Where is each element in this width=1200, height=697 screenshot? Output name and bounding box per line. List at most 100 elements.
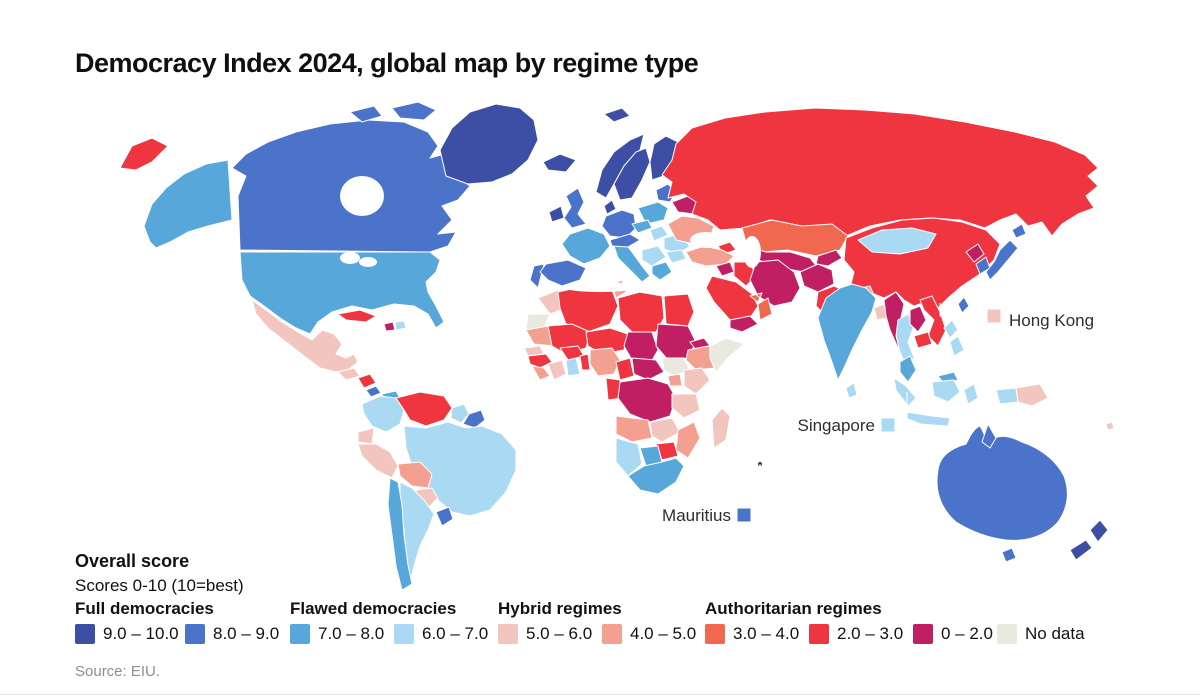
- region-south-africa: [627, 457, 685, 495]
- legend-item: 0 – 2.0: [913, 624, 1017, 644]
- region-papua-new-guinea: [1015, 383, 1049, 407]
- region-haiti: [383, 321, 396, 332]
- region-kyrgyzstan-tajikistan: [815, 249, 843, 267]
- region-norway: [595, 133, 645, 199]
- region-uk: [563, 187, 587, 229]
- region-ghana: [565, 357, 581, 377]
- region-laos: [909, 305, 927, 333]
- legend-item: 4.0 – 5.0: [602, 624, 706, 644]
- region-java: [905, 411, 951, 427]
- region-tanzania: [671, 393, 701, 419]
- legend-item: 6.0 – 7.0: [394, 624, 498, 644]
- region-saudi-arabia: [705, 275, 759, 321]
- region-uruguay: [435, 506, 454, 527]
- legend-group-hybrid-regimes: Hybrid regimes 5.0 – 6.0 4.0 – 5.0: [498, 599, 706, 644]
- region-mongolia: [857, 227, 937, 255]
- region-ivory-coast: [547, 359, 567, 381]
- region-hokkaido: [1011, 223, 1027, 239]
- legend-scale-label: Scores 0-10 (10=best): [75, 576, 244, 595]
- region-iceland: [542, 153, 577, 173]
- legend-item: 5.0 – 6.0: [498, 624, 602, 644]
- region-svalbard: [603, 107, 631, 123]
- region-germany: [601, 209, 637, 239]
- region-cameroon: [615, 357, 635, 381]
- region-egypt: [663, 293, 695, 327]
- region-austria-switzerland: [609, 233, 641, 248]
- swatch-5-6: [498, 624, 518, 644]
- region-kalimantan: [931, 379, 961, 403]
- legend-group-title-empty: [997, 599, 1101, 621]
- region-nigeria: [589, 347, 621, 377]
- region-japan: [985, 239, 1019, 281]
- legend-item: 2.0 – 3.0: [809, 624, 913, 644]
- region-costa-rica: [365, 385, 382, 398]
- region-somalia: [709, 337, 745, 373]
- region-malay-peninsula: [899, 355, 917, 383]
- region-suriname: [462, 409, 486, 429]
- swatch-7-8: [290, 624, 310, 644]
- region-kenya: [683, 367, 711, 395]
- mauritius-label: Mauritius: [662, 506, 731, 525]
- region-usa: [239, 251, 445, 335]
- region-guyana: [450, 403, 470, 424]
- legend-range-label: 4.0 – 5.0: [630, 624, 697, 643]
- legend-group-title: Hybrid regimes: [498, 599, 622, 618]
- region-benin-togo: [579, 353, 591, 371]
- region-alaska: [143, 159, 233, 249]
- region-philippines: [949, 335, 965, 357]
- legend-range-label: 9.0 – 10.0: [103, 624, 179, 643]
- singapore-label: Singapore: [797, 416, 875, 435]
- region-yemen: [729, 315, 759, 333]
- region-philippines: [943, 319, 959, 339]
- region-sri-lanka: [845, 382, 858, 399]
- region-cambodia: [913, 331, 933, 349]
- region-cuba: [337, 309, 377, 323]
- swatch-9-10: [75, 624, 95, 644]
- region-czechia: [631, 219, 653, 234]
- hong-kong-swatch: [986, 308, 1002, 324]
- legend-range-label: 3.0 – 4.0: [733, 624, 800, 643]
- region-west-papua: [995, 387, 1019, 405]
- legend-range-label: 7.0 – 8.0: [318, 624, 385, 643]
- region-guinea: [527, 353, 553, 369]
- region-madagascar: [711, 407, 731, 449]
- region-new-zealand: [1089, 519, 1109, 543]
- region-vietnam: [919, 295, 947, 347]
- region-afghanistan: [799, 263, 835, 293]
- region-mexico: [251, 299, 359, 373]
- swatch-0-2: [913, 624, 933, 644]
- region-north-korea: [965, 243, 985, 263]
- region-greenland: [439, 103, 539, 185]
- region-balkans: [641, 245, 667, 267]
- legend-group-authoritarian-regimes: Authoritarian regimes 3.0 – 4.0 2.0 – 3.…: [705, 599, 1017, 644]
- region-zambia: [649, 417, 681, 443]
- region-chile: [387, 477, 413, 591]
- region-guatemala-honduras: [337, 367, 361, 381]
- region-fiji: [1105, 421, 1115, 431]
- legend-group-title: Flawed democracies: [290, 599, 457, 618]
- region-russia: [661, 107, 1099, 237]
- region-tasmania: [1001, 547, 1017, 563]
- region-greece: [651, 261, 673, 281]
- region-mali: [547, 323, 591, 355]
- region-venezuela: [395, 391, 453, 427]
- legend-item: 8.0 – 9.0: [185, 624, 289, 644]
- region-bulgaria: [665, 249, 687, 264]
- swatch-6-7: [394, 624, 414, 644]
- swatch-8-9: [185, 624, 205, 644]
- inland-seas: [340, 176, 761, 323]
- legend-range-label: No data: [1025, 624, 1085, 643]
- region-central-african-republic: [631, 357, 665, 381]
- region-portugal: [529, 263, 545, 289]
- region-ireland: [548, 205, 565, 223]
- legend-item: 3.0 – 4.0: [705, 624, 809, 644]
- region-france: [561, 227, 611, 265]
- legend-range-label: 6.0 – 7.0: [422, 624, 489, 643]
- legend-range-label: 8.0 – 9.0: [213, 624, 280, 643]
- region-south-sudan: [661, 357, 691, 377]
- region-namibia: [615, 437, 643, 477]
- region-colombia: [361, 395, 405, 433]
- region-angola: [615, 415, 653, 443]
- region-sierra-leone-liberia: [531, 365, 551, 381]
